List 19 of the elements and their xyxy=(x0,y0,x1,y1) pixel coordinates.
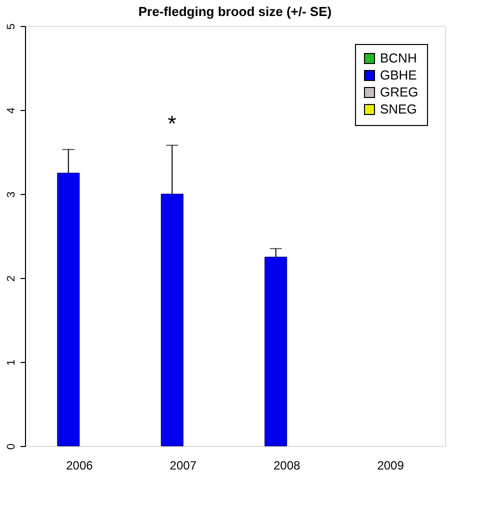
x-tick-label: 2009 xyxy=(377,458,404,472)
bar xyxy=(160,194,184,446)
legend-label: GREG xyxy=(380,84,418,100)
y-tick-label: 0 xyxy=(6,443,18,450)
x-tick-label: 2007 xyxy=(170,458,197,472)
y-tick-label: 1 xyxy=(6,359,18,366)
x-tick-label: 2006 xyxy=(66,458,94,472)
legend-label: BCNH xyxy=(380,50,417,66)
x-tick-label: 2008 xyxy=(274,458,301,472)
y-tick-label: 5 xyxy=(6,23,18,30)
annotation: * xyxy=(168,111,177,136)
y-tick-label: 2 xyxy=(6,275,18,282)
y-tick-label: 4 xyxy=(6,107,18,114)
legend-label: GBHE xyxy=(380,68,418,82)
bar xyxy=(57,172,80,446)
chart-title: Pre-fledging brood size (+/- SE) xyxy=(138,4,332,19)
legend-label: SNEG xyxy=(380,102,417,116)
y-tick-label: 3 xyxy=(6,191,18,198)
bar xyxy=(264,256,288,446)
